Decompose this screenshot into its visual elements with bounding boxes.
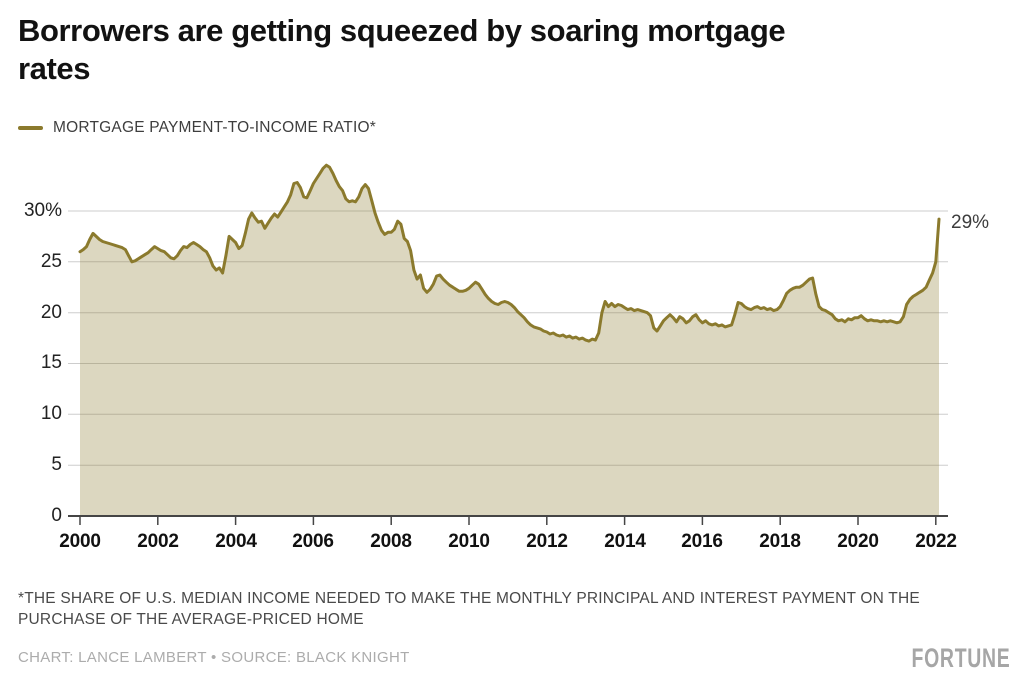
end-value-label: 29% bbox=[951, 212, 990, 233]
x-axis-label-2012: 2012 bbox=[526, 531, 568, 552]
x-axis-label-2006: 2006 bbox=[292, 531, 334, 552]
y-axis-label-10: 10 bbox=[40, 403, 62, 424]
legend-line-swatch bbox=[18, 126, 43, 130]
fortune-logo: FORTUNE bbox=[911, 643, 1010, 673]
y-axis-label-0: 0 bbox=[51, 505, 62, 526]
x-axis-label-2000: 2000 bbox=[59, 531, 101, 552]
legend: MORTGAGE PAYMENT-TO-INCOME RATIO* bbox=[18, 118, 376, 138]
x-axis-label-2022: 2022 bbox=[915, 531, 957, 552]
x-axis-label-2002: 2002 bbox=[137, 531, 179, 552]
y-axis-label-15: 15 bbox=[40, 352, 62, 373]
x-axis-label-2008: 2008 bbox=[370, 531, 412, 552]
area-fill bbox=[80, 165, 939, 516]
x-axis-label-2004: 2004 bbox=[215, 531, 257, 552]
y-axis-label-5: 5 bbox=[51, 454, 62, 475]
x-axis-label-2016: 2016 bbox=[681, 531, 723, 552]
x-axis-label-2020: 2020 bbox=[837, 531, 879, 552]
y-axis-label-25: 25 bbox=[40, 251, 62, 272]
chart-title: Borrowers are getting squeezed by soarin… bbox=[18, 13, 786, 86]
x-axis-label-2014: 2014 bbox=[604, 531, 646, 552]
y-axis-label-20: 20 bbox=[40, 302, 62, 323]
legend-label: MORTGAGE PAYMENT-TO-INCOME RATIO* bbox=[53, 119, 376, 136]
footnote: *THE SHARE OF U.S. MEDIAN INCOME NEEDED … bbox=[18, 590, 920, 628]
series-line bbox=[78, 163, 941, 343]
x-axis-label-2010: 2010 bbox=[448, 531, 490, 552]
credit: CHART: LANCE LAMBERT • SOURCE: BLACK KNI… bbox=[18, 649, 410, 666]
x-axis-label-2018: 2018 bbox=[759, 531, 801, 552]
y-axis-label-30: 30% bbox=[23, 200, 62, 221]
